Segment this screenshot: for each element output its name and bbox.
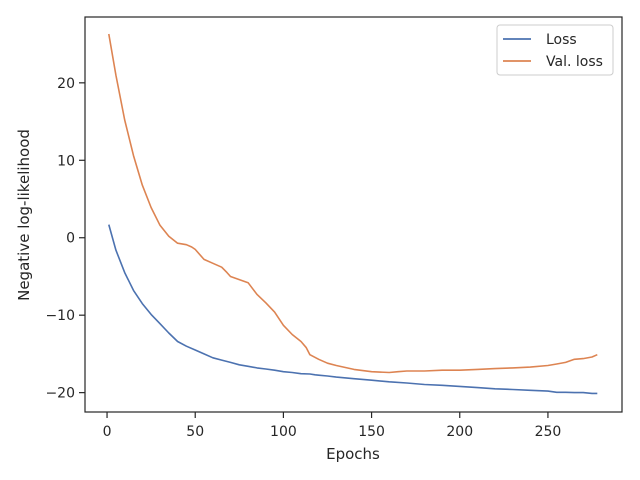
x-tick-label: 0	[103, 424, 112, 440]
y-axis-label: Negative log-likelihood	[15, 129, 33, 301]
legend-label-loss: Loss	[546, 32, 577, 48]
series-line-val-loss	[108, 33, 598, 374]
y-tick-label: 10	[57, 153, 75, 169]
legend-label-val-loss: Val. loss	[546, 54, 603, 70]
series-line-loss	[108, 224, 598, 395]
x-axis-label: Epochs	[326, 445, 380, 463]
legend-box	[496, 24, 614, 76]
y-axis: 20 10 0 −10 −20	[45, 76, 85, 402]
y-tick-label: 0	[66, 231, 75, 247]
y-tick-label: 20	[57, 76, 75, 92]
x-axis: 0 50 100 150 200 250	[103, 412, 562, 440]
y-tick-label: −20	[45, 386, 75, 402]
x-tick-label: 50	[186, 424, 204, 440]
x-tick-label: 200	[446, 424, 473, 440]
x-tick-label: 100	[270, 424, 297, 440]
series-lines	[108, 33, 598, 395]
legend: Loss Val. loss	[496, 24, 614, 76]
x-tick-label: 250	[535, 424, 562, 440]
plot-area-frame	[84, 16, 623, 413]
x-tick-label: 150	[358, 424, 385, 440]
y-tick-label: −10	[45, 308, 75, 324]
